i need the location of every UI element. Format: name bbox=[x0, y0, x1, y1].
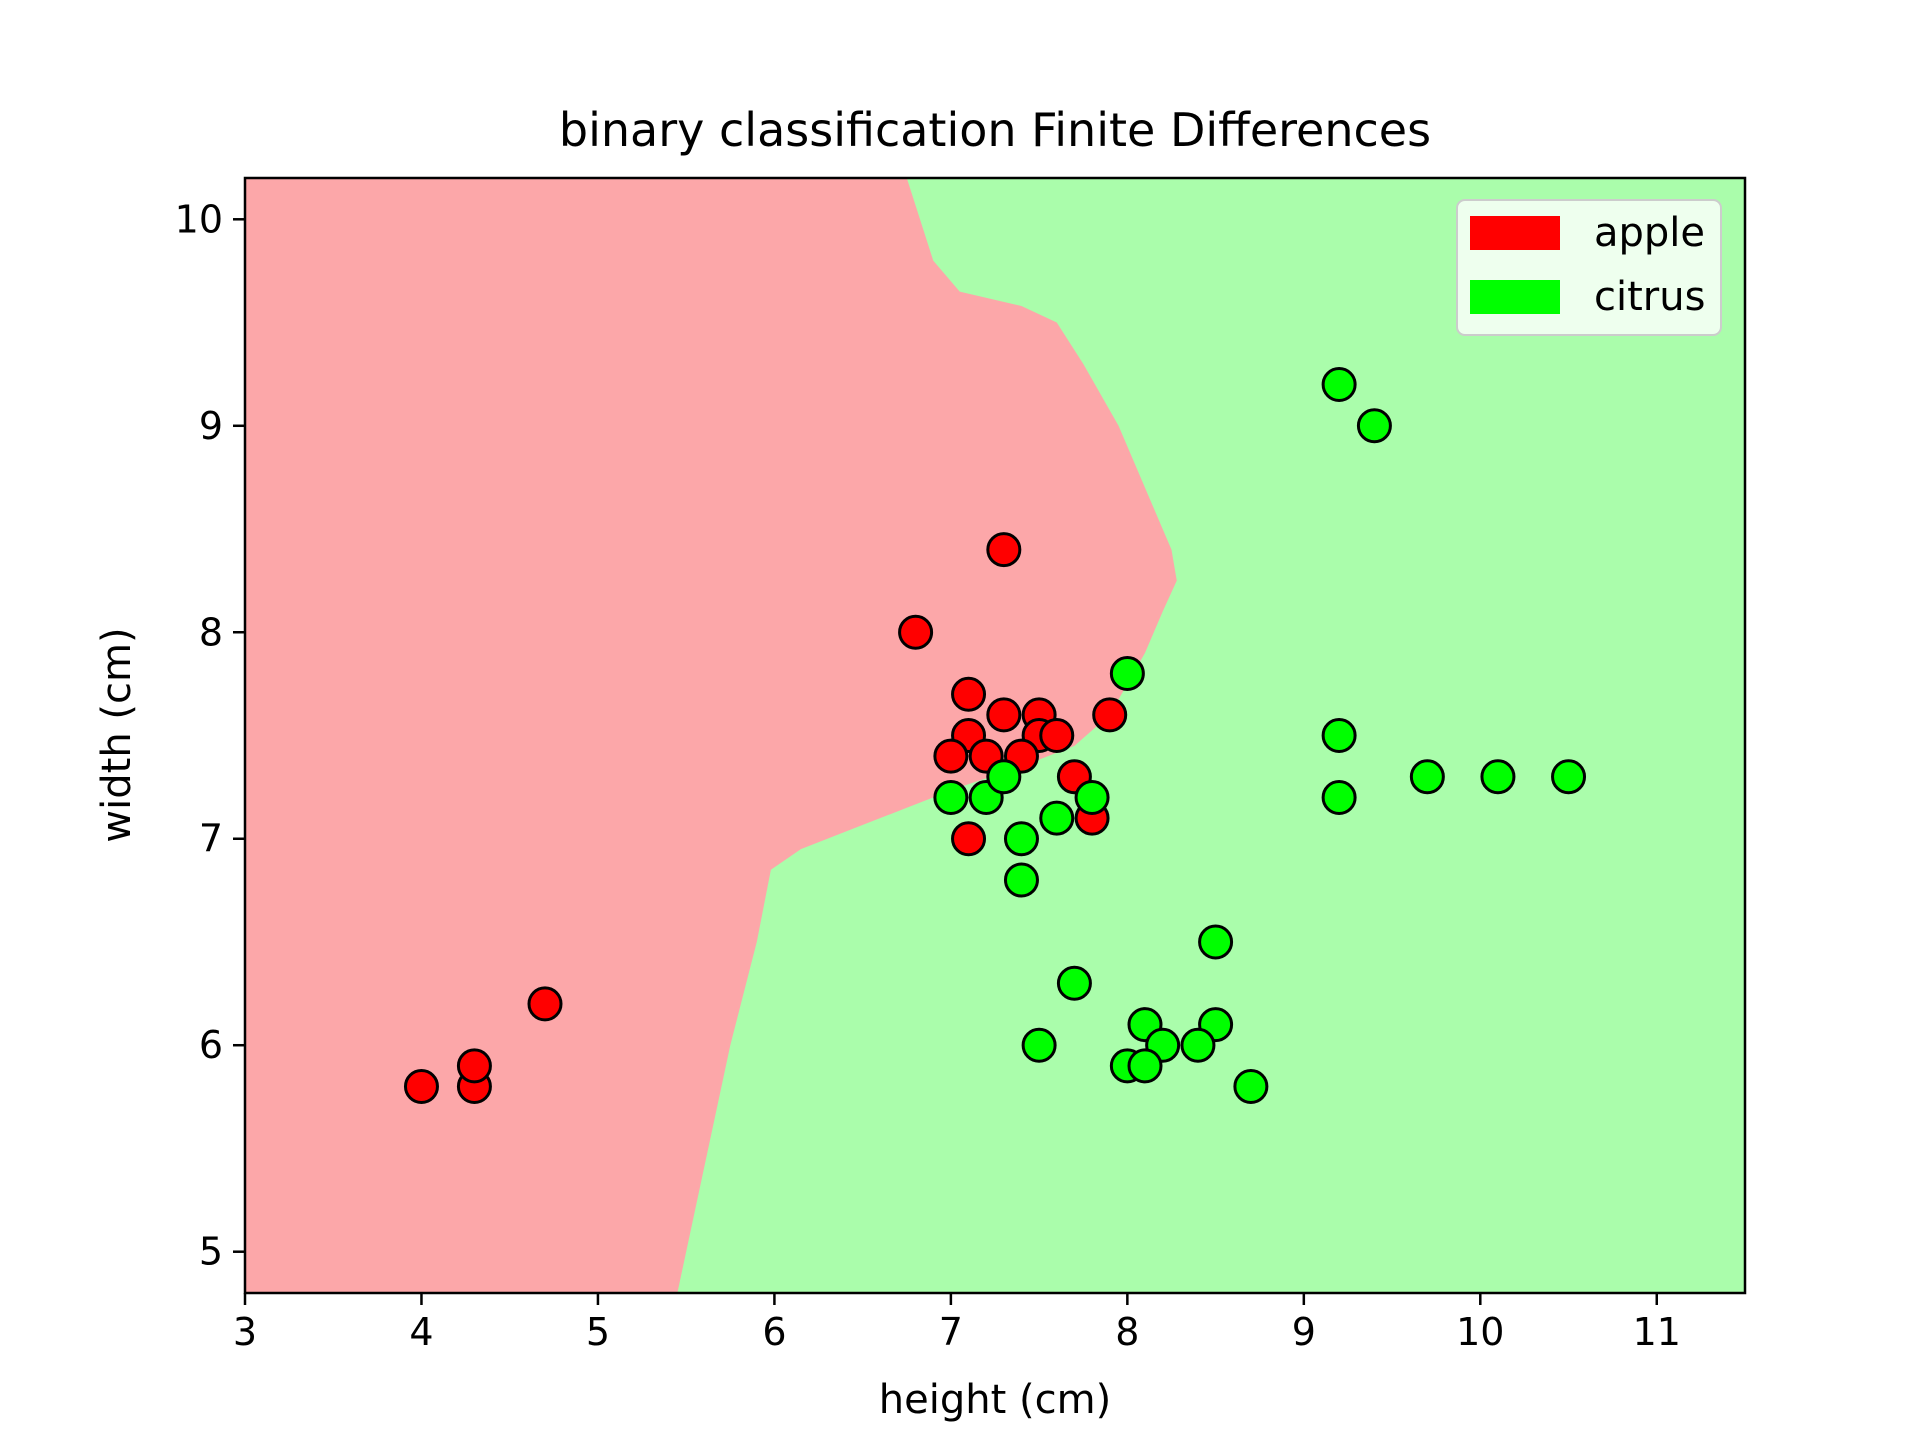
citrus-point bbox=[1127, 1048, 1163, 1084]
citrus-point bbox=[1056, 965, 1092, 1001]
citrus-point bbox=[1321, 718, 1357, 753]
citrus-point bbox=[1356, 408, 1392, 444]
apple-point bbox=[1039, 718, 1075, 753]
citrus-point bbox=[933, 779, 969, 815]
x-tick-label: 9 bbox=[1292, 1310, 1316, 1354]
apple-point bbox=[951, 821, 987, 857]
x-tick-label: 3 bbox=[233, 1310, 257, 1354]
plot-area bbox=[243, 176, 1747, 1295]
citrus-region bbox=[677, 178, 1745, 1293]
citrus-point bbox=[1003, 862, 1039, 898]
citrus-point bbox=[1180, 1027, 1216, 1063]
x-tick-label: 10 bbox=[1456, 1310, 1504, 1354]
x-axis-label: height (cm) bbox=[879, 1377, 1111, 1423]
x-tick-label: 7 bbox=[939, 1310, 963, 1354]
legend-label-apple: apple bbox=[1594, 210, 1705, 256]
chart-title: binary classification Finite Differences bbox=[559, 103, 1431, 157]
apple-point bbox=[1092, 697, 1128, 733]
citrus-point bbox=[1480, 759, 1516, 795]
apple-point bbox=[986, 697, 1022, 733]
legend-label-citrus: citrus bbox=[1594, 274, 1705, 320]
apple-point bbox=[951, 676, 987, 712]
legend-swatch-apple bbox=[1470, 216, 1560, 250]
legend-swatch-citrus bbox=[1470, 280, 1560, 314]
citrus-point bbox=[1039, 800, 1075, 836]
x-tick-label: 8 bbox=[1115, 1310, 1139, 1354]
y-tick-label: 7 bbox=[199, 817, 223, 861]
citrus-point bbox=[1409, 759, 1445, 795]
citrus-point bbox=[1551, 759, 1587, 795]
apple-point bbox=[898, 614, 934, 650]
y-tick-label: 8 bbox=[199, 610, 223, 654]
y-tick-label: 6 bbox=[199, 1023, 223, 1067]
x-tick-label: 4 bbox=[409, 1310, 433, 1354]
y-axis-label: width (cm) bbox=[94, 627, 140, 842]
citrus-point bbox=[1109, 656, 1145, 692]
citrus-point bbox=[1233, 1069, 1269, 1105]
y-tick-label: 5 bbox=[199, 1230, 223, 1274]
x-tick-label: 11 bbox=[1633, 1310, 1681, 1354]
apple-point bbox=[527, 986, 563, 1022]
x-tick-label: 5 bbox=[586, 1310, 610, 1354]
plot-frame bbox=[243, 176, 1747, 1295]
citrus-point bbox=[1198, 924, 1234, 960]
citrus-point bbox=[1021, 1027, 1057, 1063]
citrus-point bbox=[986, 759, 1022, 795]
apple-point bbox=[933, 738, 969, 774]
apple-point bbox=[986, 532, 1022, 568]
x-tick-label: 6 bbox=[762, 1310, 786, 1354]
data-points bbox=[403, 366, 1587, 1105]
citrus-point bbox=[1003, 821, 1039, 857]
legend: apple citrus bbox=[1456, 199, 1722, 336]
citrus-point bbox=[1321, 779, 1357, 815]
apple-point bbox=[456, 1048, 492, 1084]
y-axis: 5 6 7 8 9 10 bbox=[175, 197, 245, 1274]
y-tick-label: 10 bbox=[175, 197, 223, 241]
citrus-point bbox=[1074, 779, 1110, 815]
apple-point bbox=[403, 1069, 439, 1105]
x-axis: 3 4 5 6 7 8 9 10 11 bbox=[233, 1293, 1681, 1354]
citrus-point bbox=[1321, 366, 1357, 402]
y-tick-label: 9 bbox=[199, 404, 223, 448]
